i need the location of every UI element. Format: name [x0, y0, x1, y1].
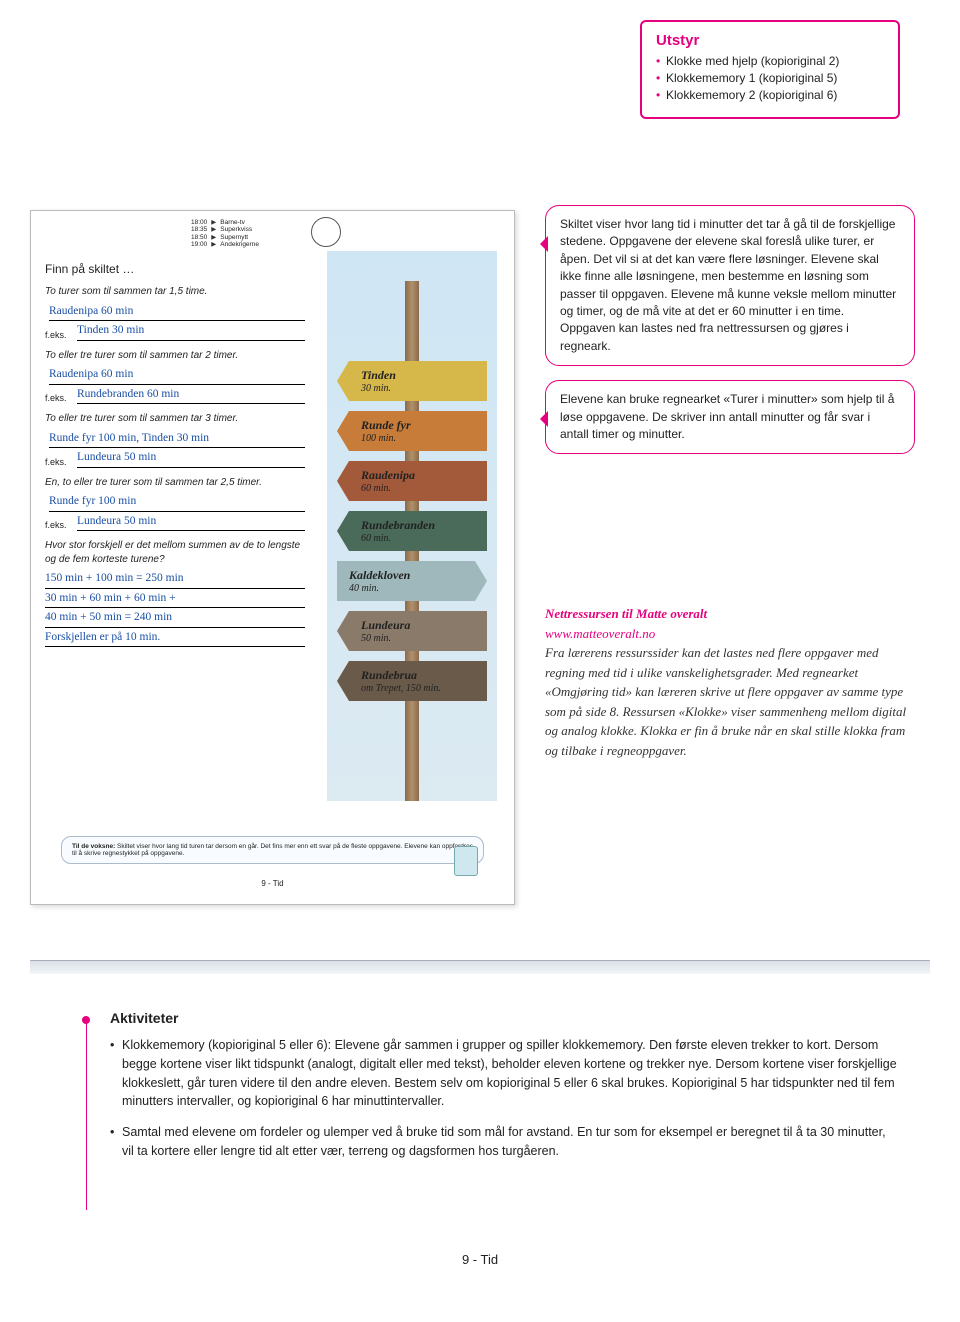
feks-label: f.eks.	[45, 456, 73, 468]
workbook-page: 18:00 ▶ Barne-tv 18:35 ▶ Superkviss 18:50 ▶ Su…	[30, 210, 515, 905]
page-footer: 9 - Tid	[0, 1252, 960, 1267]
sign-time: 100 min.	[361, 433, 475, 444]
play-icon: ▶	[211, 241, 216, 248]
sign-name: Tinden	[361, 368, 475, 383]
sign-name: Rundebrua	[361, 668, 475, 683]
feks-label: f.eks.	[45, 519, 73, 531]
answer-line: Tinden 30 min	[77, 321, 305, 341]
direction-sign: Raudenipa60 min.	[337, 461, 487, 501]
tv-show: Barne-tv	[220, 219, 245, 226]
utstyr-title: Utstyr	[656, 32, 884, 49]
sign-time: 30 min.	[361, 383, 475, 394]
answer-line: Lundeura 50 min	[77, 448, 305, 468]
direction-sign: Rundebruaom Trepet, 150 min.	[337, 661, 487, 701]
finn-heading: Finn på skiltet …	[45, 261, 305, 277]
sign-name: Lundeura	[361, 618, 475, 633]
tv-time: 18:00	[191, 219, 207, 226]
accent-line	[86, 1020, 87, 1210]
utstyr-item: Klokkememory 2 (kopioriginal 6)	[656, 87, 884, 104]
web-resource-box: Nettressursen til Matte overalt www.matt…	[545, 604, 915, 760]
task-text: To eller tre turer som til sammen tar 3 …	[45, 412, 305, 426]
answer-line: Raudenipa 60 min	[49, 302, 305, 322]
direction-sign: Lundeura50 min.	[337, 611, 487, 651]
direction-sign: Tinden30 min.	[337, 361, 487, 401]
play-icon: ▶	[211, 234, 216, 241]
note-bubble: Elevene kan bruke regnearket «Turer i mi…	[545, 380, 915, 454]
answer-line: Lundeura 50 min	[77, 512, 305, 532]
task-text: Hvor stor forskjell er det mellom summen…	[45, 539, 305, 566]
calculator-icon	[454, 846, 478, 876]
til-voksne-text: Skiltet viser hvor lang tid turen tar de…	[72, 843, 473, 857]
aktiviteter-title: Aktiviteter	[110, 1010, 900, 1026]
feks-label: f.eks.	[45, 392, 73, 404]
sign-name: Kaldekloven	[349, 568, 475, 583]
direction-sign: Rundebranden60 min.	[337, 511, 487, 551]
play-icon: ▶	[211, 226, 216, 233]
tv-time: 18:35	[191, 226, 207, 233]
aktiviteter-section: Aktiviteter Klokkememory (kopioriginal 5…	[110, 1010, 900, 1173]
aktiviteter-list: Klokkememory (kopioriginal 5 eller 6): E…	[110, 1036, 900, 1161]
tv-show: Supernytt	[220, 234, 248, 241]
answer-line: Rundebranden 60 min	[77, 385, 305, 405]
exercise-column: Finn på skiltet … To turer som til samme…	[45, 261, 305, 647]
note-bubble: Skiltet viser hvor lang tid i minutter d…	[545, 205, 915, 366]
sign-time: 50 min.	[361, 633, 475, 644]
til-voksne-label: Til de voksne:	[72, 843, 115, 850]
answer-line: 30 min + 60 min + 60 min +	[45, 589, 305, 609]
sign-time: 60 min.	[361, 533, 475, 544]
nett-url: www.matteoveralt.no	[545, 624, 915, 644]
answer-line: 40 min + 50 min = 240 min	[45, 608, 305, 628]
answer-line: Raudenipa 60 min	[49, 365, 305, 385]
aktivitet-item: Samtal med elevene om fordeler og ulempe…	[110, 1123, 900, 1161]
sign-time: 60 min.	[361, 483, 475, 494]
sign-name: Runde fyr	[361, 418, 475, 433]
clock-icon	[311, 217, 341, 247]
feks-label: f.eks.	[45, 329, 73, 341]
utstyr-item: Klokkememory 1 (kopioriginal 5)	[656, 70, 884, 87]
teacher-notes-column: Skiltet viser hvor lang tid i minutter d…	[545, 205, 915, 760]
tv-show: Andekrigerne	[220, 241, 259, 248]
tv-time: 18:50	[191, 234, 207, 241]
utstyr-item: Klokke med hjelp (kopioriginal 2)	[656, 53, 884, 70]
task-text: To eller tre turer som til sammen tar 2 …	[45, 349, 305, 363]
answer-line: Runde fyr 100 min, Tinden 30 min	[49, 429, 305, 449]
sign-time: 40 min.	[349, 583, 475, 594]
sign-time: om Trepet, 150 min.	[361, 683, 475, 694]
page: Utstyr Klokke med hjelp (kopioriginal 2)…	[0, 0, 960, 1322]
nett-title: Nettressursen til Matte overalt	[545, 604, 915, 624]
answer-line: Runde fyr 100 min	[49, 492, 305, 512]
direction-sign: Runde fyr100 min.	[337, 411, 487, 451]
tv-show: Superkviss	[220, 226, 252, 233]
sign-name: Rundebranden	[361, 518, 475, 533]
til-voksne-box: Til de voksne: Skiltet viser hvor lang t…	[61, 836, 484, 864]
divider	[30, 960, 930, 974]
play-icon: ▶	[211, 219, 216, 226]
answer-line: Forskjellen er på 10 min.	[45, 628, 305, 648]
tv-time: 19:00	[191, 241, 207, 248]
sign-name: Raudenipa	[361, 468, 475, 483]
utstyr-box: Utstyr Klokke med hjelp (kopioriginal 2)…	[640, 20, 900, 119]
task-text: To turer som til sammen tar 1,5 time.	[45, 285, 305, 299]
nett-body: Fra lærerens ressurssider kan det lastes…	[545, 643, 915, 760]
workbook-footer: 9 - Tid	[31, 879, 514, 888]
answer-line: 150 min + 100 min = 250 min	[45, 569, 305, 589]
utstyr-list: Klokke med hjelp (kopioriginal 2) Klokke…	[656, 53, 884, 103]
signpost-image: Tinden30 min.Runde fyr100 min.Raudenipa6…	[327, 251, 497, 801]
tv-schedule: 18:00 ▶ Barne-tv 18:35 ▶ Superkviss 18:50 ▶ Su…	[191, 219, 259, 249]
task-text: En, to eller tre turer som til sammen ta…	[45, 476, 305, 490]
aktivitet-item: Klokkememory (kopioriginal 5 eller 6): E…	[110, 1036, 900, 1111]
direction-sign: Kaldekloven40 min.	[337, 561, 487, 601]
